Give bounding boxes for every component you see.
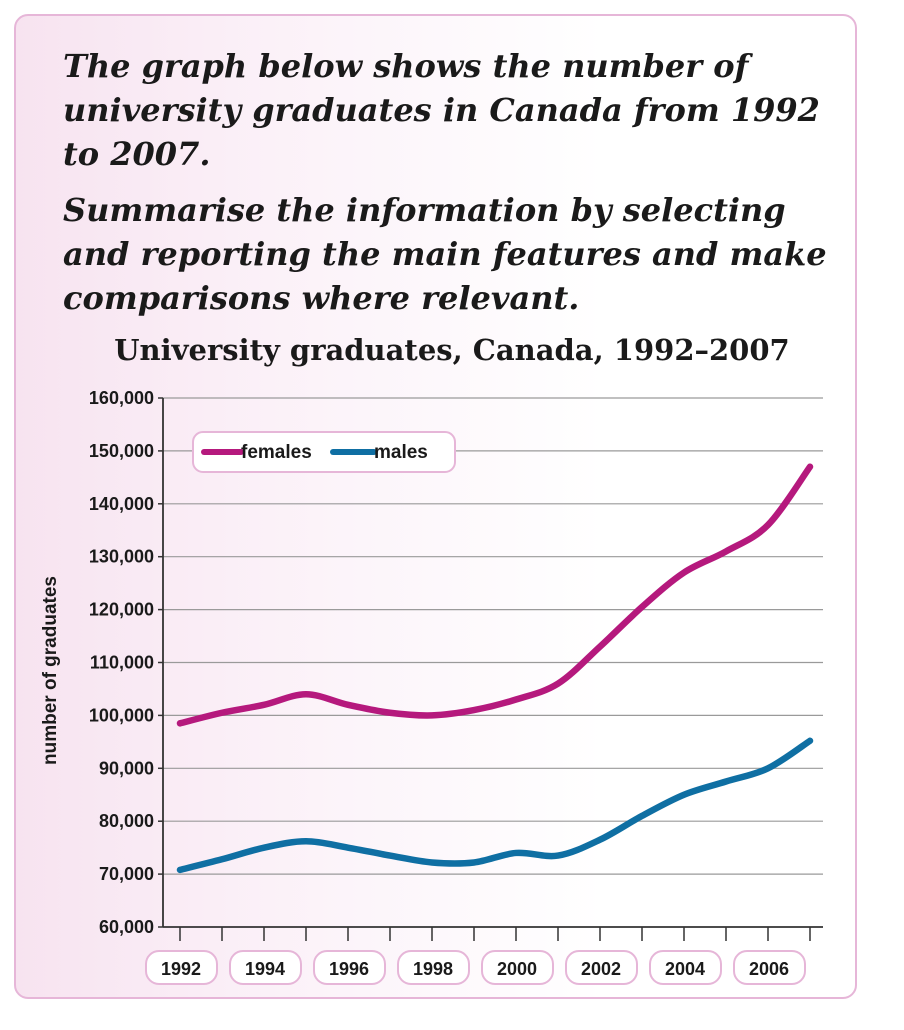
y-tick-label: 90,000 — [99, 758, 154, 778]
x-tick-label: 1996 — [329, 959, 369, 979]
x-tick-label-pill — [649, 950, 722, 985]
x-tick-label-pill — [733, 950, 806, 985]
y-tick-label: 120,000 — [89, 600, 154, 620]
series-line-males — [176, 737, 814, 874]
y-tick-label: 110,000 — [90, 653, 154, 673]
task-card — [14, 14, 857, 999]
x-tick-label-pill — [145, 950, 218, 985]
y-tick-label: 150,000 — [89, 441, 154, 461]
x-tick-label: 2006 — [749, 959, 789, 979]
x-tick-label-pill — [313, 950, 386, 985]
x-tick-label: 2004 — [665, 959, 705, 979]
x-tick-label-pill — [481, 950, 554, 985]
y-tick-label: 100,000 — [89, 705, 154, 725]
y-tick-label: 60,000 — [99, 917, 154, 937]
x-tick-label: 1998 — [413, 959, 453, 979]
task-prompt-description: The graph below shows the number of univ… — [63, 47, 820, 173]
x-tick-label-pill — [229, 950, 302, 985]
y-tick-label: 160,000 — [89, 388, 154, 408]
series-line-females — [176, 463, 814, 727]
x-tick-label: 1994 — [245, 959, 285, 979]
x-tick-label-pill — [397, 950, 470, 985]
y-axis-label: number of graduates — [40, 576, 61, 765]
y-tick-label: 80,000 — [99, 811, 154, 831]
chart-title: University graduates, Canada, 1992–2007 — [114, 333, 790, 367]
task-prompt-instruction: Summarise the information by selecting a… — [63, 191, 827, 317]
x-tick-label: 2002 — [581, 959, 621, 979]
x-tick-label: 2000 — [497, 959, 537, 979]
y-tick-label: 130,000 — [89, 547, 154, 567]
y-tick-label: 140,000 — [89, 494, 154, 514]
legend-label-females: females — [241, 442, 312, 463]
x-tick-label: 1992 — [161, 959, 201, 979]
legend-label-males: males — [374, 442, 428, 463]
y-tick-label: 70,000 — [99, 864, 154, 884]
legend-box — [192, 431, 456, 473]
x-tick-label-pill — [565, 950, 638, 985]
